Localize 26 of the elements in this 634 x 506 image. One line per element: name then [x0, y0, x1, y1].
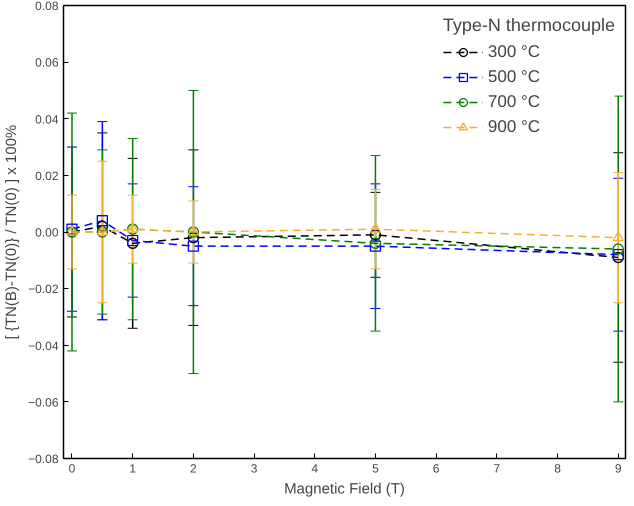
y-tick-label: 0.00: [35, 226, 59, 240]
legend-label: 900 °C: [488, 116, 540, 138]
x-axis-title: Magnetic Field (T): [284, 480, 405, 498]
x-tick-label: 5: [372, 462, 380, 476]
y-tick-label: 0.08: [35, 0, 59, 13]
legend-title: Type-N thermocouple: [442, 15, 615, 36]
y-tick-label: −0.02: [28, 282, 59, 296]
x-tick-label: 9: [614, 462, 622, 476]
x-tick-label: 8: [554, 462, 562, 476]
x-tick-label: 7: [494, 462, 500, 476]
y-tick-label: −0.04: [28, 338, 59, 353]
y-axis-title: [ {TN(B)-TN(0)} / TN(0) ] x 100%: [3, 124, 20, 340]
legend-label: 300 °C: [488, 41, 540, 63]
y-tick-label: −0.06: [28, 395, 59, 410]
x-tick-label: 2: [190, 462, 198, 476]
y-tick-label: −0.08: [28, 452, 59, 466]
y-tick-label: 0.06: [35, 56, 59, 70]
legend-label: 700 °C: [488, 91, 540, 113]
x-tick-label: 0: [68, 462, 76, 476]
x-tick-label: 1: [129, 462, 136, 476]
x-tick-label: 6: [432, 462, 440, 476]
x-tick-label: 4: [311, 462, 318, 476]
y-tick-label: 0.02: [35, 168, 59, 183]
legend-label: 500 °C: [488, 66, 540, 88]
y-tick-label: 0.04: [35, 112, 59, 126]
x-tick-label: 3: [250, 462, 258, 476]
